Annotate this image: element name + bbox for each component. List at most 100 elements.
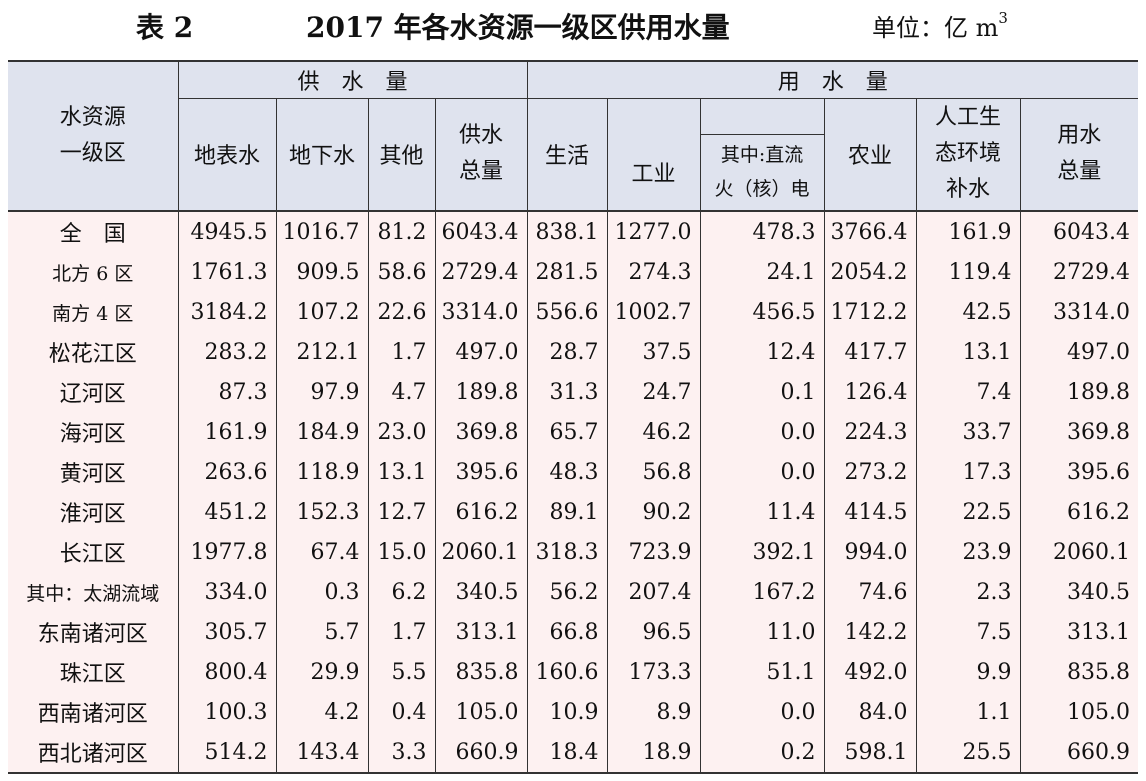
cell-thermal: 0.0 [700,692,825,732]
table-row: 东南诸河区 305.7 5.7 1.7 313.1 66.8 96.5 11.0 142.2 7.… [8,612,1139,652]
row-region-name: 全 国 [8,211,179,252]
header-use-total: 用水 总量 [1020,98,1139,212]
cell-use-total: 313.1 [1020,612,1139,652]
row-region-name: 长江区 [8,532,179,572]
cell-thermal: 11.0 [700,612,825,652]
cell-eco: 25.5 [916,732,1021,774]
cell-thermal: 167.2 [700,572,825,612]
cell-domestic: 31.3 [527,372,608,412]
table-row: 其中：太湖流域 334.0 0.3 6.2 340.5 56.2 207.4 167.2 74.… [8,572,1139,612]
cell-use-total: 660.9 [1020,732,1139,774]
cell-thermal: 392.1 [700,532,825,572]
header-surface-water: 地表水 [178,98,277,212]
cell-industry: 173.3 [607,652,701,692]
cell-domestic: 281.5 [527,252,608,292]
cell-ground: 97.9 [276,372,369,412]
table-row: 长江区 1977.8 67.4 15.0 2060.1 318.3 723.9 392.1 99… [8,532,1139,572]
row-region-name: 东南诸河区 [8,612,179,652]
cell-supply-total: 2060.1 [435,532,528,572]
header-eco-replenishment: 人工生 态环境 补水 [916,98,1021,212]
cell-industry: 24.7 [607,372,701,412]
cell-ground: 118.9 [276,452,369,492]
cell-agriculture: 414.5 [824,492,917,532]
cell-domestic: 28.7 [527,332,608,372]
cell-surface: 334.0 [178,572,277,612]
cell-thermal: 0.1 [700,372,825,412]
cell-supply-total: 313.1 [435,612,528,652]
cell-agriculture: 598.1 [824,732,917,774]
cell-use-total: 497.0 [1020,332,1139,372]
header-supply-total: 供水 总量 [435,98,528,212]
cell-surface: 161.9 [178,412,277,452]
header-other: 其他 [368,98,436,212]
table-row: 全 国 4945.5 1016.7 81.2 6043.4 838.1 1277.0 478.… [8,211,1139,252]
cell-industry: 37.5 [607,332,701,372]
cell-industry: 207.4 [607,572,701,612]
row-region-name: 辽河区 [8,372,179,412]
table-row: 珠江区 800.4 29.9 5.5 835.8 160.6 173.3 51.1 492.0 9… [8,652,1139,692]
row-region-name: 海河区 [8,412,179,452]
cell-thermal: 24.1 [700,252,825,292]
cell-surface: 283.2 [178,332,277,372]
cell-industry: 274.3 [607,252,701,292]
cell-industry: 56.8 [607,452,701,492]
cell-eco: 7.5 [916,612,1021,652]
cell-eco: 23.9 [916,532,1021,572]
table-row: 海河区 161.9 184.9 23.0 369.8 65.7 46.2 0.0 224.3 33… [8,412,1139,452]
header-supply-group: 供水量 [178,60,528,99]
cell-agriculture: 994.0 [824,532,917,572]
cell-surface: 1761.3 [178,252,277,292]
cell-industry: 18.9 [607,732,701,774]
cell-domestic: 160.6 [527,652,608,692]
cell-ground: 909.5 [276,252,369,292]
cell-domestic: 65.7 [527,412,608,452]
cell-eco: 42.5 [916,292,1021,332]
cell-surface: 263.6 [178,452,277,492]
cell-use-total: 616.2 [1020,492,1139,532]
cell-domestic: 48.3 [527,452,608,492]
cell-agriculture: 417.7 [824,332,917,372]
cell-industry: 1277.0 [607,211,701,252]
cell-other: 15.0 [368,532,436,572]
table-row: 松花江区 283.2 212.1 1.7 497.0 28.7 37.5 12.4 417.7 1… [8,332,1139,372]
cell-thermal: 0.0 [700,452,825,492]
cell-domestic: 66.8 [527,612,608,652]
table-row: 北方 6 区 1761.3 909.5 58.6 2729.4 281.5 274.3 24.… [8,252,1139,292]
cell-surface: 4945.5 [178,211,277,252]
row-region-name: 西北诸河区 [8,732,179,774]
table-row: 辽河区 87.3 97.9 4.7 189.8 31.3 24.7 0.1 126.4 7.4 18… [8,372,1139,412]
cell-agriculture: 3766.4 [824,211,917,252]
cell-use-total: 105.0 [1020,692,1139,732]
cell-other: 81.2 [368,211,436,252]
cell-other: 5.5 [368,652,436,692]
header-thermal-spacer [700,98,825,134]
cell-other: 12.7 [368,492,436,532]
row-region-name: 北方 6 区 [8,252,179,292]
row-region-name: 松花江区 [8,332,179,372]
cell-supply-total: 395.6 [435,452,528,492]
cell-industry: 723.9 [607,532,701,572]
cell-supply-total: 105.0 [435,692,528,732]
cell-ground: 107.2 [276,292,369,332]
cell-thermal: 478.3 [700,211,825,252]
row-region-name: 南方 4 区 [8,292,179,332]
cell-ground: 212.1 [276,332,369,372]
cell-eco: 7.4 [916,372,1021,412]
cell-domestic: 838.1 [527,211,608,252]
table-title: 2017 年各水资源一级区供用水量 [306,11,730,44]
cell-use-total: 2060.1 [1020,532,1139,572]
cell-supply-total: 340.5 [435,572,528,612]
cell-use-total: 6043.4 [1020,211,1139,252]
table-caption: 表 2 2017 年各水资源一级区供用水量 单位：亿 m3 [0,0,1146,52]
cell-ground: 4.2 [276,692,369,732]
cell-industry: 46.2 [607,412,701,452]
cell-agriculture: 126.4 [824,372,917,412]
cell-other: 6.2 [368,572,436,612]
cell-ground: 5.7 [276,612,369,652]
cell-domestic: 556.6 [527,292,608,332]
unit-prefix: 单位：亿 m [872,14,999,42]
cell-agriculture: 142.2 [824,612,917,652]
cell-supply-total: 835.8 [435,652,528,692]
cell-other: 22.6 [368,292,436,332]
cell-supply-total: 616.2 [435,492,528,532]
